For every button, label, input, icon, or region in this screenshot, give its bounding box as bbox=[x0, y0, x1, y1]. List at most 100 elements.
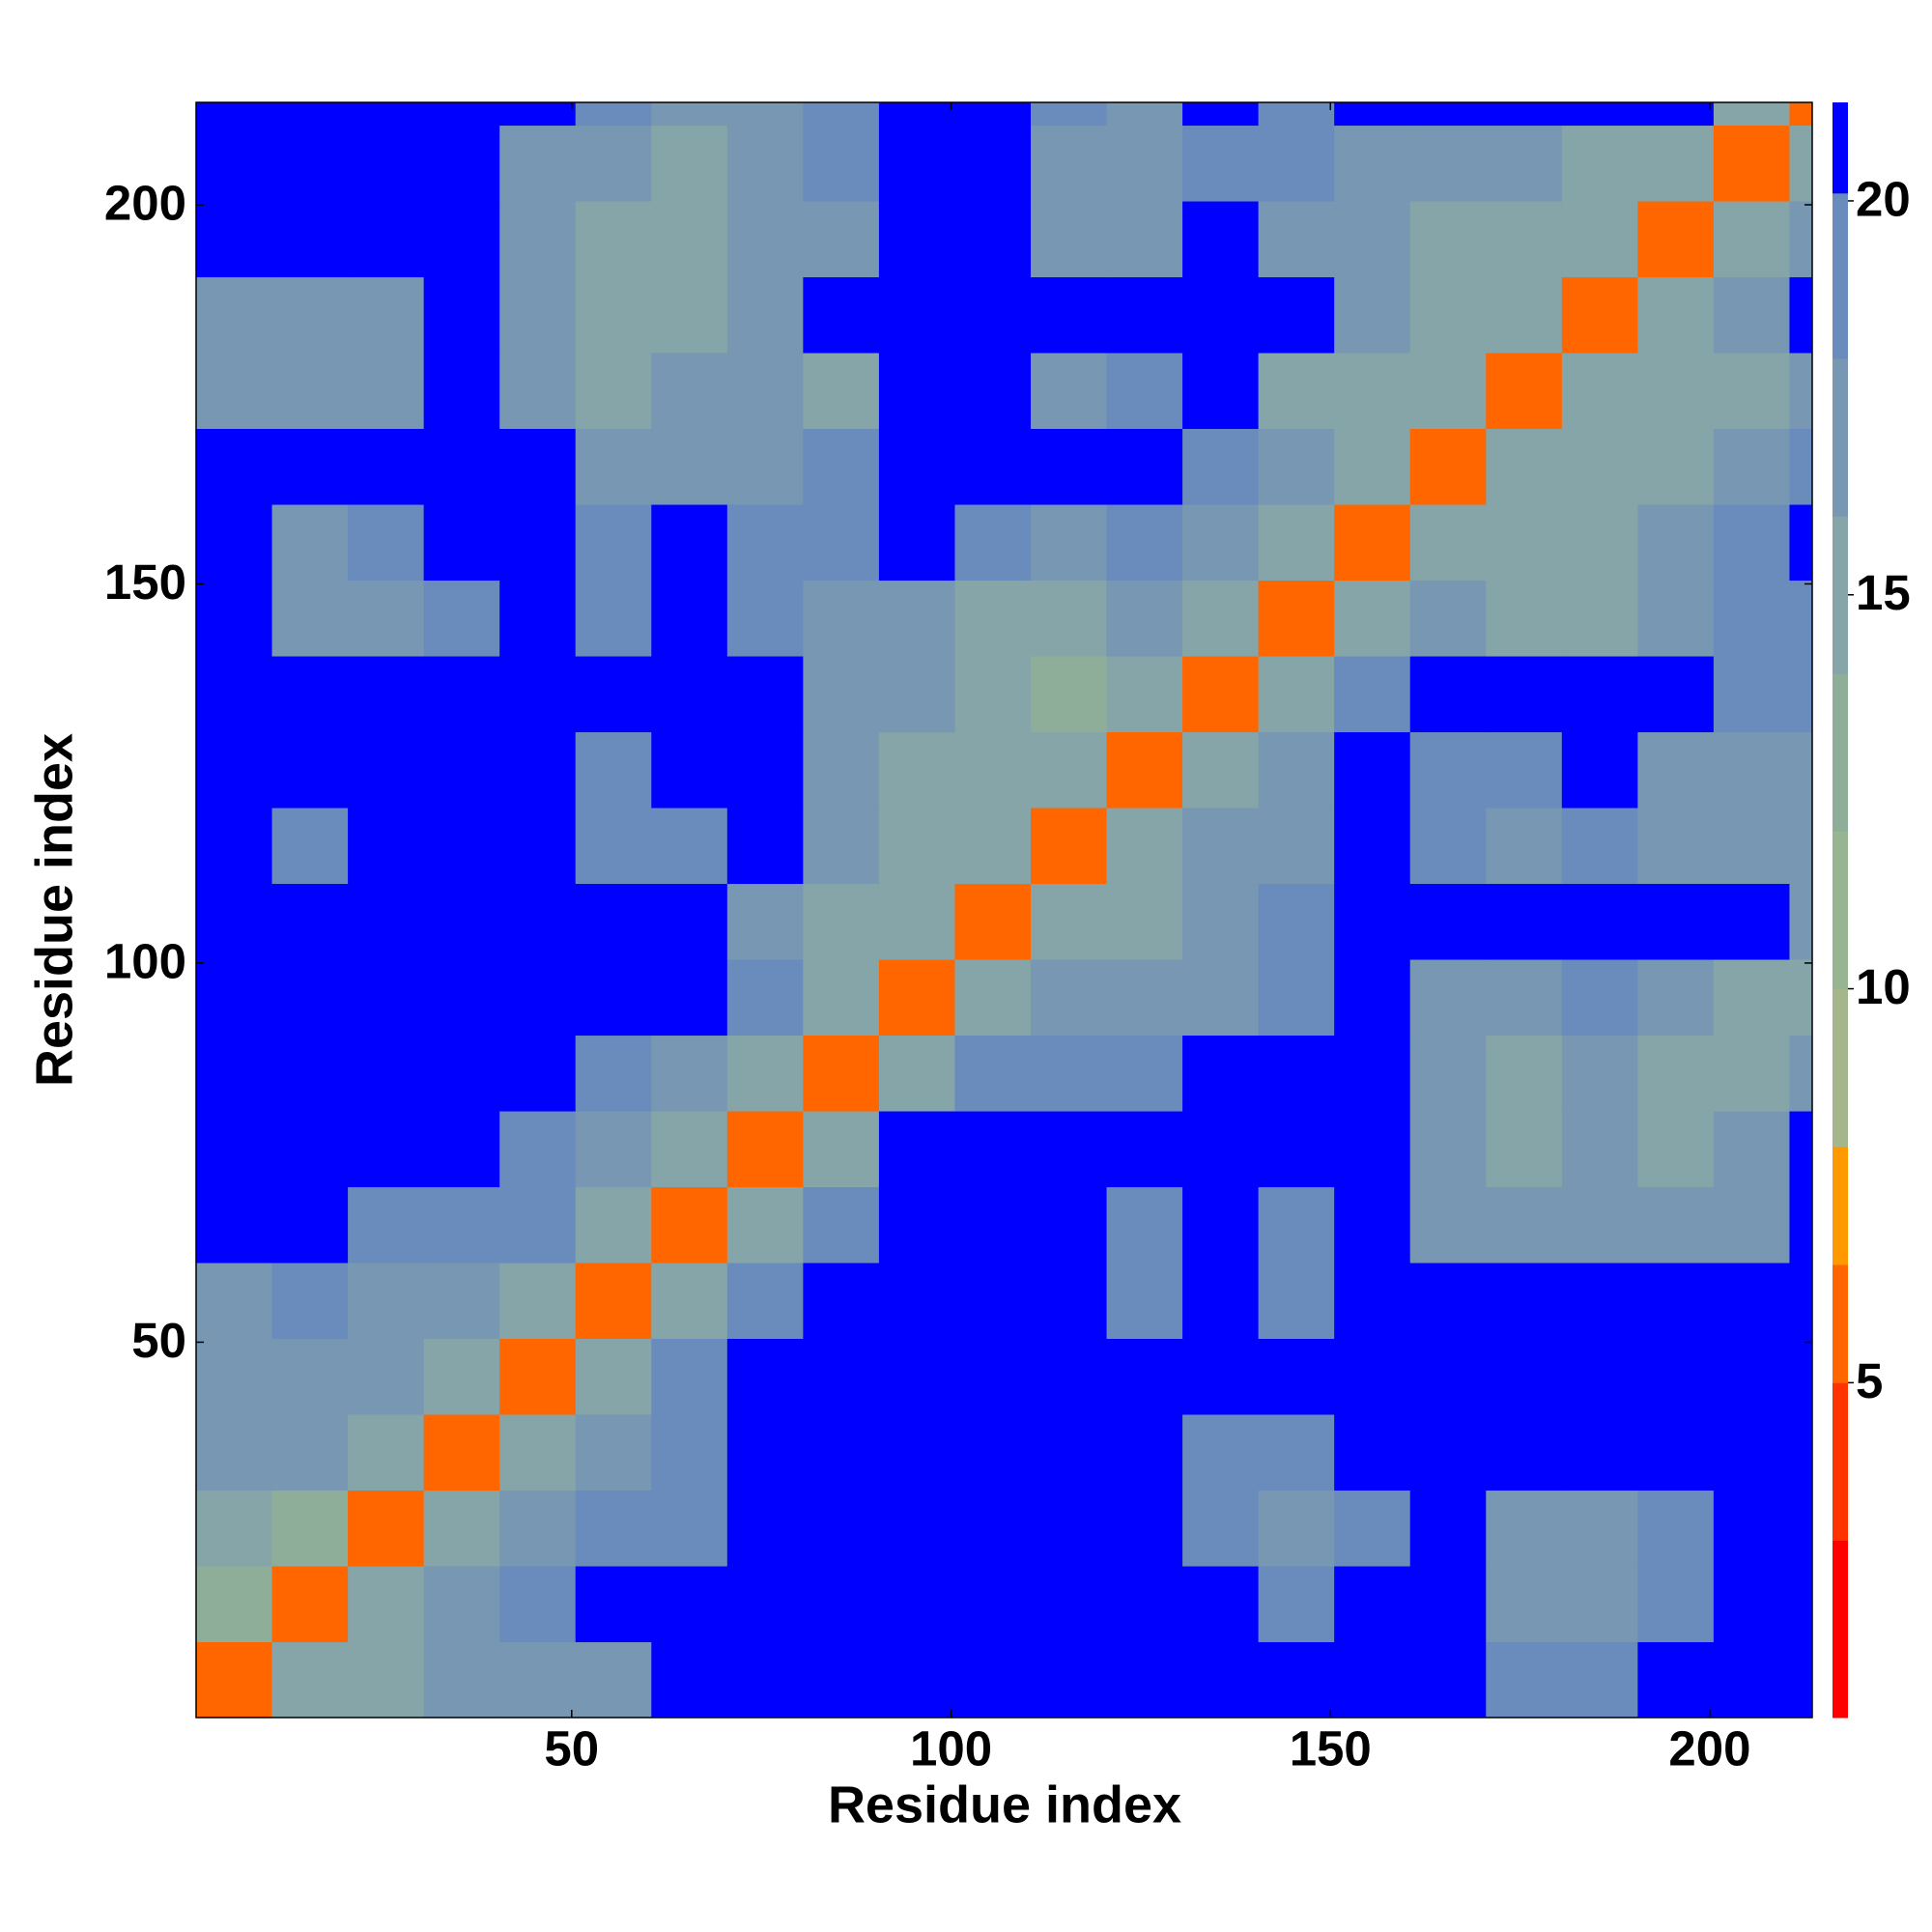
heatmap-cell bbox=[348, 883, 425, 960]
heatmap-cell bbox=[1713, 959, 1790, 1037]
heatmap-cell bbox=[348, 808, 425, 885]
heatmap-cell bbox=[1637, 504, 1715, 582]
heatmap-cell bbox=[575, 883, 652, 960]
heatmap-cell bbox=[1409, 125, 1487, 202]
heatmap-cell bbox=[1409, 102, 1487, 127]
heatmap-cell bbox=[499, 656, 577, 733]
heatmap-cell bbox=[1182, 656, 1260, 733]
heatmap-cell bbox=[1334, 1186, 1411, 1264]
heatmap-cell bbox=[1637, 1338, 1715, 1415]
heatmap-cell bbox=[1486, 883, 1563, 960]
heatmap-cell bbox=[726, 808, 804, 885]
heatmap-cell bbox=[1713, 580, 1790, 657]
heatmap-cell bbox=[803, 428, 880, 505]
heatmap-cell bbox=[1030, 656, 1108, 733]
heatmap-cell bbox=[423, 1490, 500, 1567]
heatmap-cell bbox=[1182, 353, 1260, 430]
heatmap-cell bbox=[575, 428, 652, 505]
heatmap-cell bbox=[271, 1035, 349, 1112]
heatmap-cell bbox=[423, 1414, 500, 1492]
heatmap-cell bbox=[423, 580, 500, 657]
heatmap-cell bbox=[1637, 1414, 1715, 1492]
heatmap-cell bbox=[1258, 428, 1335, 505]
heatmap-cell bbox=[1334, 883, 1411, 960]
colorbar-band bbox=[1833, 192, 1848, 359]
heatmap-cell bbox=[1486, 201, 1563, 278]
heatmap-cell bbox=[499, 1186, 577, 1264]
heatmap-cell bbox=[348, 731, 425, 809]
heatmap-cell bbox=[423, 125, 500, 202]
heatmap-cell bbox=[1334, 731, 1411, 809]
colorbar-band bbox=[1833, 516, 1848, 674]
heatmap-cell bbox=[1486, 1641, 1563, 1719]
heatmap-cell bbox=[196, 959, 273, 1037]
heatmap-cell bbox=[348, 1338, 425, 1415]
heatmap-cell bbox=[196, 1641, 273, 1719]
heatmap-cell bbox=[803, 1186, 880, 1264]
heatmap-cell bbox=[348, 959, 425, 1037]
heatmap-cell bbox=[499, 731, 577, 809]
heatmap-cell bbox=[1561, 276, 1638, 354]
heatmap-cell bbox=[1789, 428, 1813, 505]
heatmap-cell bbox=[1789, 1338, 1813, 1415]
heatmap-cell bbox=[423, 1035, 500, 1112]
heatmap-cell bbox=[348, 504, 425, 582]
heatmap-cell bbox=[1789, 1490, 1813, 1567]
heatmap-cell bbox=[1106, 1338, 1183, 1415]
heatmap-cell bbox=[1334, 1414, 1411, 1492]
heatmap-cell bbox=[726, 353, 804, 430]
heatmap-cell bbox=[726, 1111, 804, 1188]
heatmap-cell bbox=[1789, 102, 1813, 127]
heatmap-cell bbox=[1486, 1263, 1563, 1340]
heatmap-cell bbox=[1713, 504, 1790, 582]
heatmap-cell bbox=[878, 1490, 955, 1567]
heatmap-cell bbox=[651, 1186, 728, 1264]
heatmap-cell bbox=[1409, 1414, 1487, 1492]
heatmap-cell bbox=[651, 1035, 728, 1112]
heatmap-cell bbox=[1182, 1186, 1260, 1264]
heatmap-cell bbox=[726, 1186, 804, 1264]
heatmap-cell bbox=[271, 1338, 349, 1415]
heatmap-cell bbox=[1409, 959, 1487, 1037]
heatmap-cell bbox=[1409, 580, 1487, 657]
heatmap-cell bbox=[1106, 808, 1183, 885]
heatmap-cell bbox=[726, 959, 804, 1037]
heatmap-cell bbox=[651, 201, 728, 278]
heatmap-cell bbox=[803, 580, 880, 657]
heatmap-cell bbox=[1486, 731, 1563, 809]
heatmap-cell bbox=[575, 1566, 652, 1643]
heatmap-cell bbox=[499, 808, 577, 885]
heatmap-cell bbox=[651, 1338, 728, 1415]
heatmap-cell bbox=[1789, 201, 1813, 278]
heatmap-cell bbox=[423, 1263, 500, 1340]
heatmap-cell bbox=[1030, 428, 1108, 505]
heatmap-cell bbox=[651, 731, 728, 809]
y-tick-label: 200 bbox=[104, 175, 186, 230]
heatmap-cell bbox=[1106, 1414, 1183, 1492]
heatmap-cell bbox=[1561, 1111, 1638, 1188]
heatmap-cell bbox=[1334, 656, 1411, 733]
heatmap-cell bbox=[499, 580, 577, 657]
heatmap-cell bbox=[726, 883, 804, 960]
heatmap-cell bbox=[499, 959, 577, 1037]
heatmap-cell bbox=[1713, 808, 1790, 885]
heatmap-cell bbox=[1637, 883, 1715, 960]
heatmap-cell bbox=[499, 504, 577, 582]
heatmap-cell bbox=[954, 1641, 1032, 1719]
heatmap-cell bbox=[196, 1338, 273, 1415]
heatmap-cell bbox=[423, 1111, 500, 1188]
heatmap-cell bbox=[803, 504, 880, 582]
heatmap-cell bbox=[271, 1263, 349, 1340]
heatmap-cell bbox=[803, 1338, 880, 1415]
heatmap-cell bbox=[803, 1111, 880, 1188]
heatmap-cell bbox=[348, 1490, 425, 1567]
heatmap-cell bbox=[423, 808, 500, 885]
heatmap-cell bbox=[954, 731, 1032, 809]
heatmap-cell bbox=[1182, 201, 1260, 278]
heatmap-cell bbox=[348, 102, 425, 127]
heatmap-cell bbox=[1030, 808, 1108, 885]
heatmap-cell bbox=[1106, 276, 1183, 354]
heatmap-cell bbox=[196, 504, 273, 582]
heatmap-cell bbox=[954, 808, 1032, 885]
heatmap-cell bbox=[954, 1263, 1032, 1340]
